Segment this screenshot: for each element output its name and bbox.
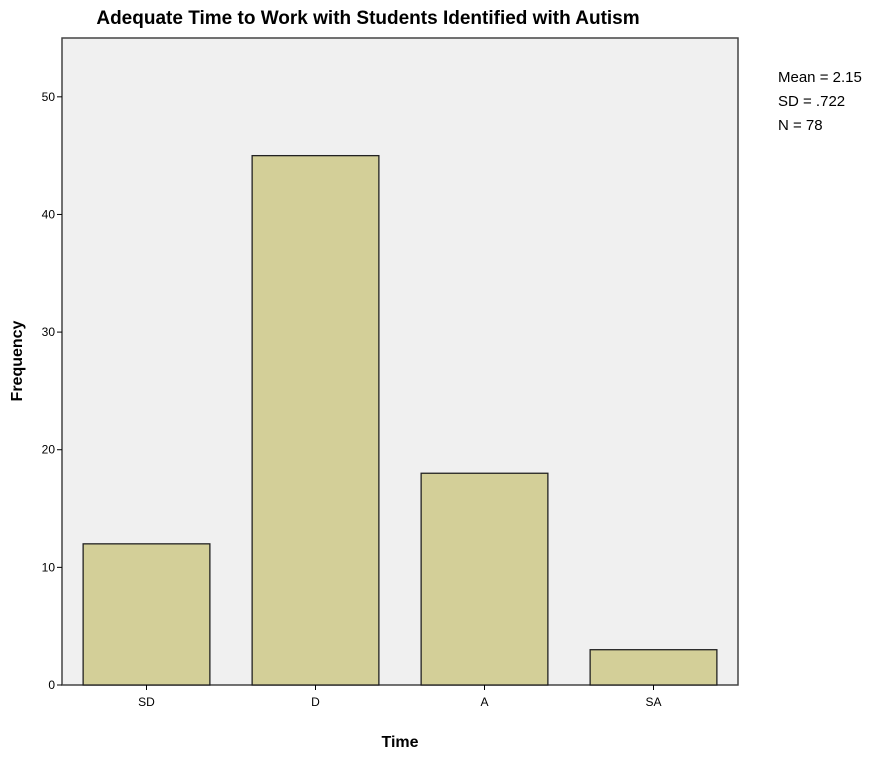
bars [82, 154, 718, 686]
mean-stat: Mean = 2.15 [778, 69, 862, 86]
bar-a [420, 472, 549, 686]
y-tick-label: 0 [48, 678, 55, 692]
summary-statistics: Mean = 2.15 SD = .722 N = 78 [778, 66, 862, 138]
y-tick-label: 30 [42, 325, 56, 339]
bar-sa [589, 649, 718, 686]
x-tick-label: SA [645, 695, 661, 709]
bar-d [251, 154, 380, 686]
bar-sd [82, 543, 211, 686]
y-tick-label: 50 [42, 90, 56, 104]
x-tick-label: D [311, 695, 320, 709]
y-tick-label: 10 [42, 560, 56, 574]
y-tick-label: 20 [42, 443, 56, 457]
y-axis-title: Frequency [9, 320, 26, 401]
n-stat: N = 78 [778, 117, 823, 134]
sd-stat: SD = .722 [778, 93, 846, 110]
y-tick-label: 40 [42, 207, 56, 221]
y-axis: 0 10 20 30 40 50 [42, 90, 62, 692]
x-tick-label: SD [138, 695, 155, 709]
chart-title: Adequate Time to Work with Students Iden… [96, 8, 639, 29]
x-axis: SD D A SA [138, 685, 662, 709]
x-axis-title: Time [381, 734, 418, 751]
x-tick-label: A [480, 695, 488, 709]
